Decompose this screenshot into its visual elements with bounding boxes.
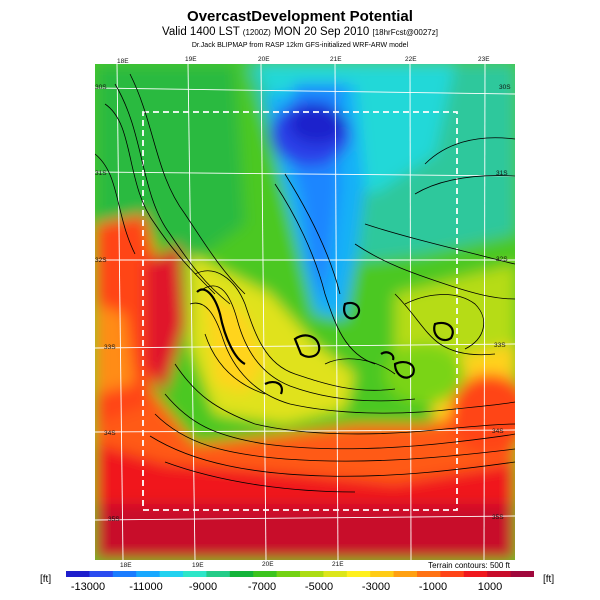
lon-label-bottom: 21E (332, 561, 344, 568)
lon-label-top: 21E (330, 56, 342, 63)
color-scale-swatch (253, 571, 278, 577)
scale-tick: -13000 (70, 581, 106, 593)
model-credit: Dr.Jack BLIPMAP from RASP 12km GFS-initi… (191, 42, 409, 49)
color-scale-swatch (300, 571, 324, 577)
color-scale-swatch (393, 571, 418, 577)
terrain-contours (95, 73, 515, 493)
lat-label-left: 31S (95, 170, 107, 177)
lat-label-left: 32S (95, 257, 107, 264)
lat-label-right: 32S (496, 256, 508, 263)
scale-tick: -3000 (361, 581, 391, 593)
lat-label-left: 30S (95, 84, 107, 91)
color-scale-swatch (510, 571, 534, 577)
lon-label-bottom: 19E (192, 562, 204, 569)
lon-label-top: 20E (258, 56, 270, 63)
convergence-contours (196, 288, 454, 395)
lat-label-right: 34S (492, 428, 504, 435)
color-scale-swatch (440, 571, 465, 577)
lon-label-top: 23E (478, 56, 490, 63)
color-scale-ticks: -13000 -11000 -9000 -7000 -5000 -3000 -1… (0, 581, 600, 595)
scale-tick: -9000 (188, 581, 218, 593)
lat-label-left: 35S (108, 516, 120, 523)
scale-tick: -5000 (304, 581, 334, 593)
color-field (95, 64, 515, 560)
valid-time-line: Valid 1400 LST (1200Z) MON 20 Sep 2010 [… (0, 26, 600, 38)
color-scale-swatch (276, 571, 301, 577)
scale-tick: -11000 (129, 581, 163, 593)
color-scale-swatch (112, 571, 137, 577)
lat-label-left: 34S (104, 430, 116, 437)
lon-label-top: 18E (117, 58, 129, 65)
lat-label-right: 35S (492, 514, 504, 521)
color-scale-swatch (417, 571, 441, 577)
terrain-contour-note: Terrain contours: 500 ft (428, 561, 510, 570)
color-scale-swatch (487, 571, 512, 577)
lon-label-top: 22E (405, 56, 417, 63)
valid-time-utc: (1200Z) (242, 28, 271, 37)
forecast-hour: [18hrFcst@0027z] (372, 28, 438, 37)
color-scale-swatch (346, 571, 371, 577)
lon-label-top: 19E (185, 56, 197, 63)
scale-tick: -7000 (247, 581, 277, 593)
lon-label-bottom: 20E (262, 561, 274, 568)
color-scale-swatch (323, 571, 348, 577)
color-scale-swatch (370, 571, 395, 577)
lat-label-right: 33S (494, 342, 506, 349)
color-scale-bar (66, 571, 534, 577)
color-scale-swatch (66, 571, 90, 577)
lon-label-bottom: 18E (120, 562, 132, 569)
color-scale-swatch (89, 571, 114, 577)
color-scale-swatch (136, 571, 161, 577)
color-scale-swatch (229, 571, 254, 577)
color-scale-swatch (206, 571, 231, 577)
scale-tick: 1000 (477, 581, 503, 593)
lat-label-right: 31S (496, 170, 508, 177)
scale-tick: -1000 (418, 581, 448, 593)
forecast-map (95, 64, 515, 560)
color-scale-swatch (183, 571, 207, 577)
color-scale-swatch (463, 571, 488, 577)
color-scale-swatch (159, 571, 184, 577)
unit-label-left: [ft] (40, 574, 52, 585)
valid-prefix: Valid 1400 LST (162, 26, 240, 38)
lat-label-left: 33S (104, 344, 116, 351)
lat-lon-grid (95, 64, 515, 560)
lat-label-right: 30S (499, 84, 511, 91)
valid-date: MON 20 Sep 2010 (274, 26, 370, 38)
map-title: OvercastDevelopment Potential (187, 8, 413, 25)
unit-label-right: [ft] (543, 574, 555, 585)
